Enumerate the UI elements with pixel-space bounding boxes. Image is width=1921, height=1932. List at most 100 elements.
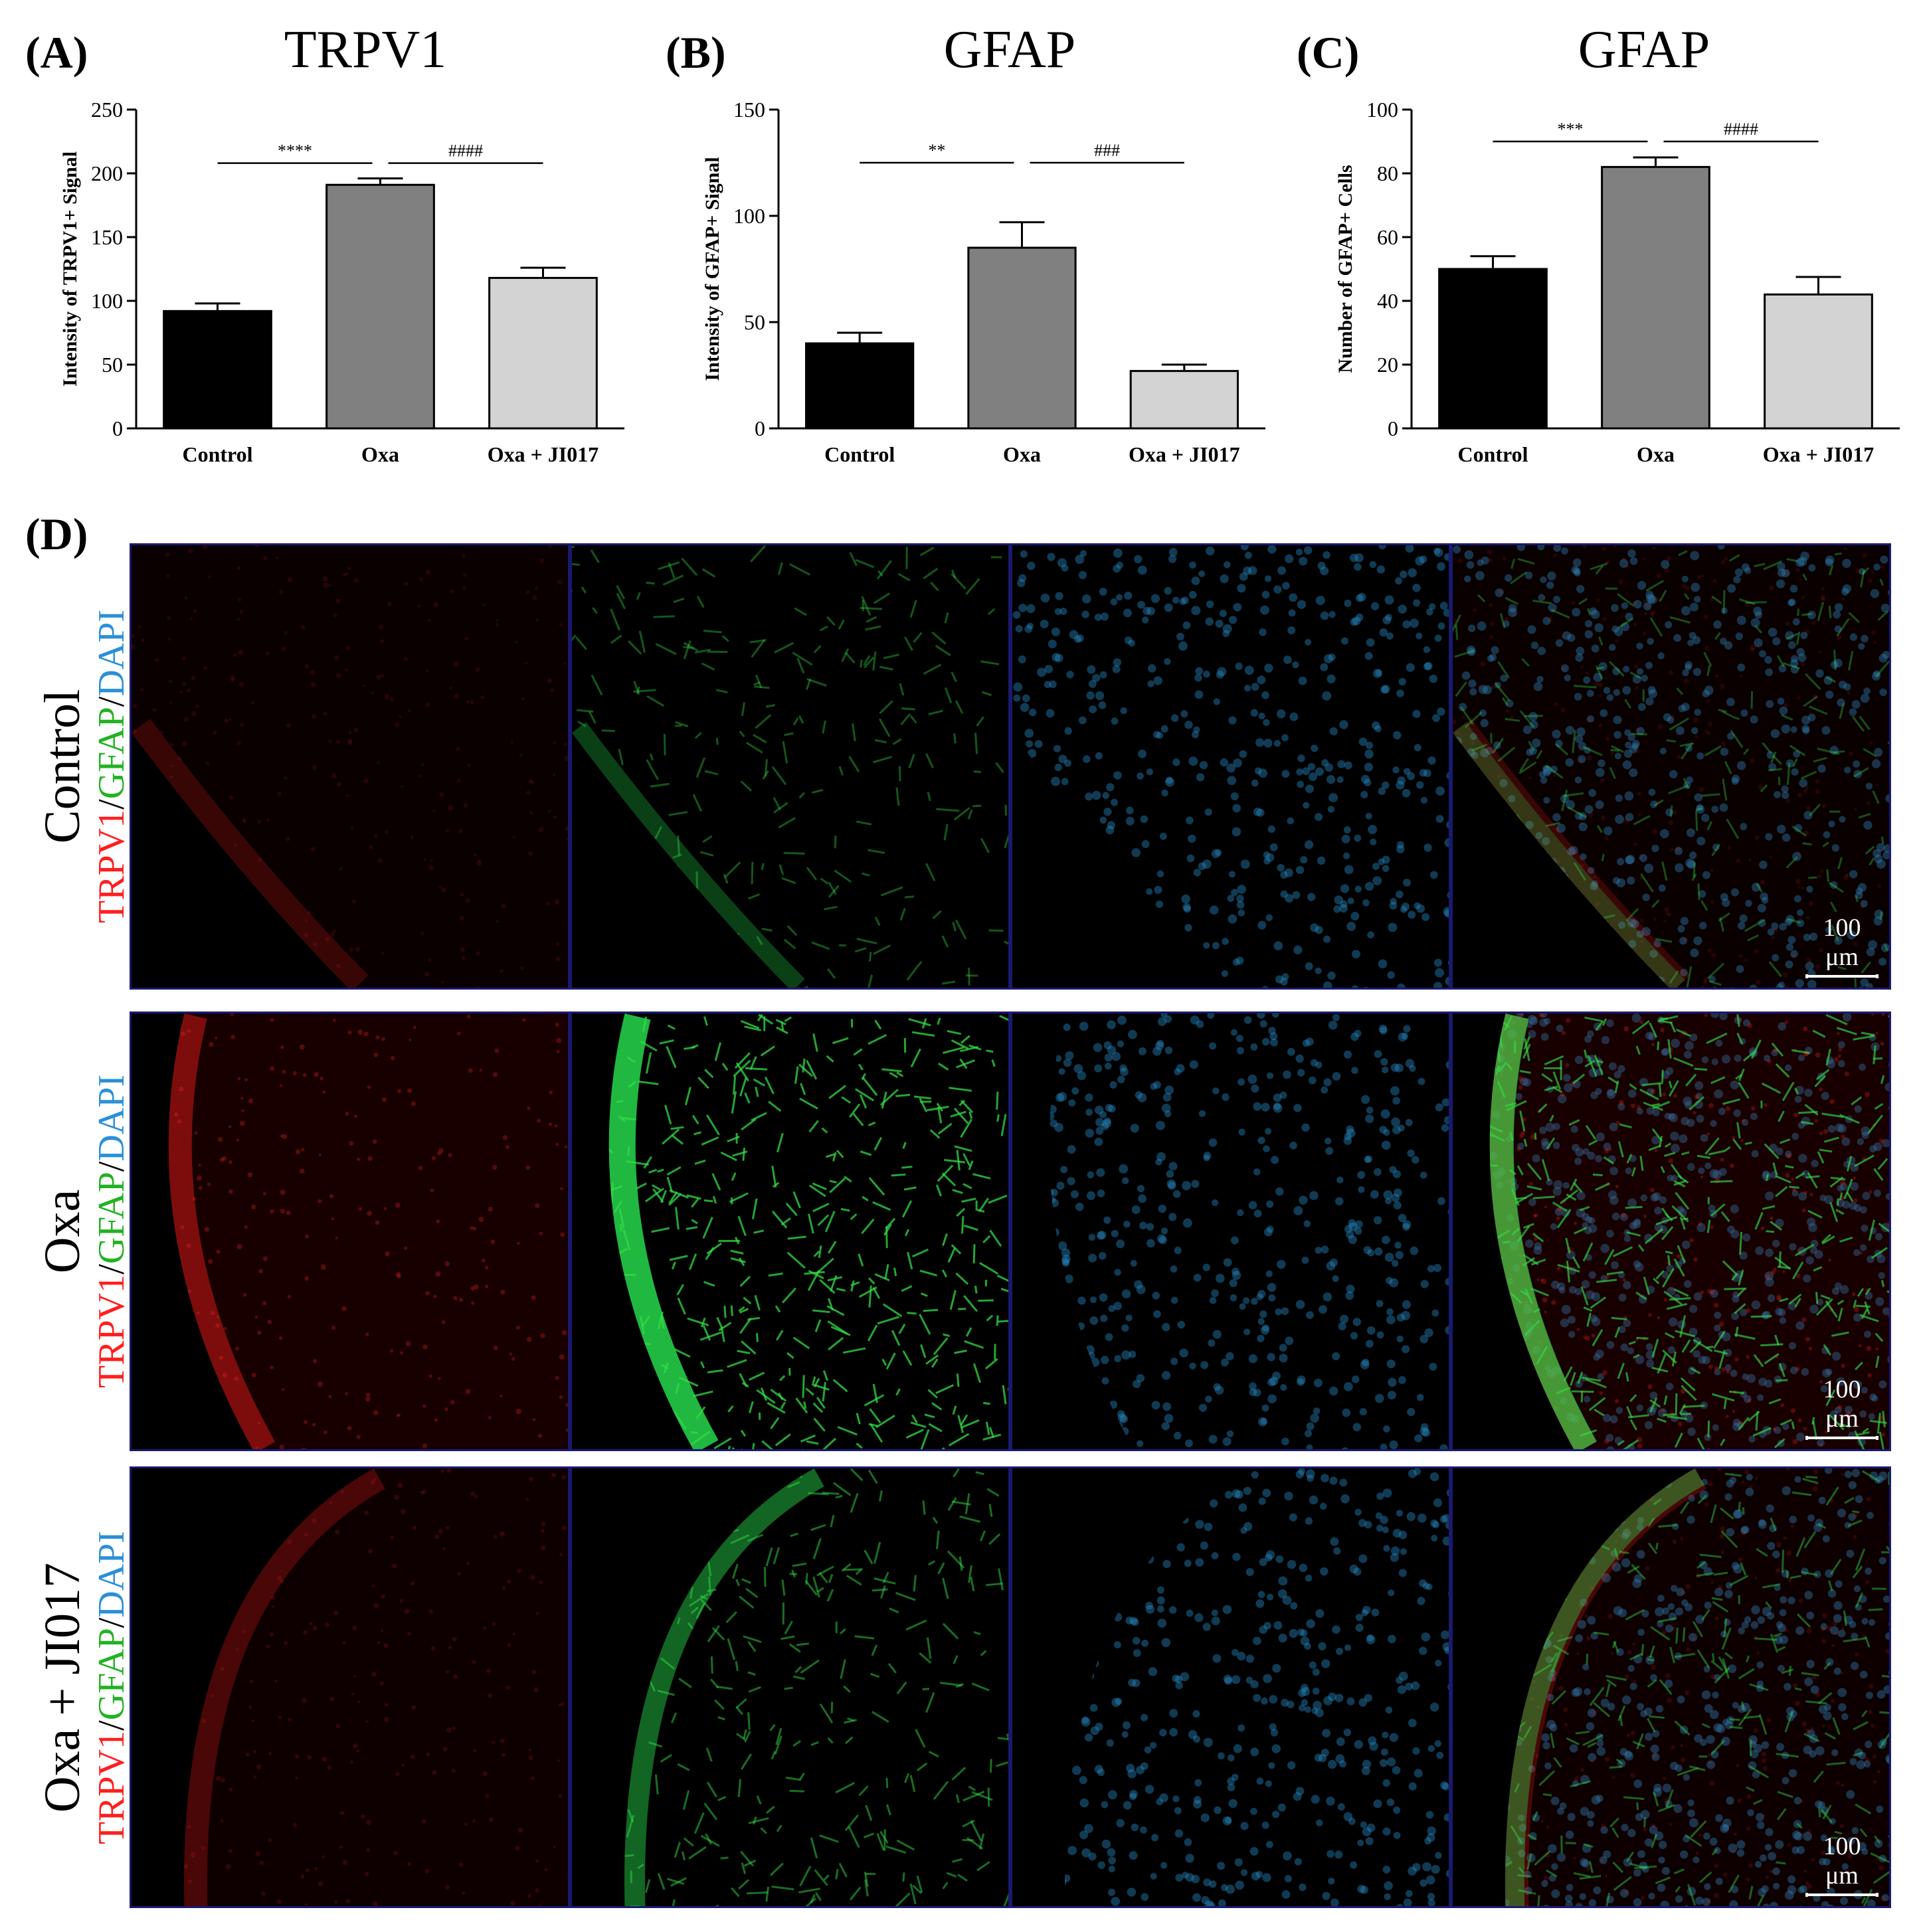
chart-title-gfap-cells: GFAP <box>1578 21 1710 79</box>
y-tick-label: 80 <box>1377 161 1398 185</box>
x-tick-label: Oxa <box>1637 442 1675 466</box>
x-tick-label: Oxa + JI017 <box>488 442 599 466</box>
scale-bar-label: 100 μm <box>1823 1832 1861 1889</box>
condition-label: Control <box>35 689 90 844</box>
micrograph-blue-signal <box>1064 1468 1449 1906</box>
stain-blue: DAPI <box>91 610 132 697</box>
bar-oxa-ji017 <box>1764 293 1873 430</box>
micrograph-oxa-merge: 100 μm <box>1451 1011 1891 1451</box>
micrograph-merge-signal <box>1453 545 1889 988</box>
stain-green: GFAP <box>91 707 132 800</box>
stain-legend: TRPV1/GFAP/DAPI <box>90 1531 133 1844</box>
stain-separator: / <box>91 1617 132 1628</box>
panel-label-a: (A) <box>25 27 88 78</box>
scale-bar-line <box>1805 1893 1878 1897</box>
x-tick-label: Oxa + JI017 <box>1129 442 1240 466</box>
chart-title-gfap-intensity: GFAP <box>943 21 1076 79</box>
stain-red: TRPV1 <box>91 1274 132 1388</box>
scale-bar: 100 μm <box>1805 1832 1878 1897</box>
significance-label: ** <box>928 141 945 160</box>
scale-bar: 100 μm <box>1805 913 1878 978</box>
micrograph-oxa-ji017-green <box>570 1466 1010 1908</box>
stain-separator: / <box>91 1264 132 1274</box>
micrograph-oxa-ji017-red <box>130 1466 570 1908</box>
scale-bar-label: 100 μm <box>1823 914 1861 971</box>
y-axis-label: Number of GFAP+ Cells <box>1334 165 1356 373</box>
micrograph-merge-signal <box>1489 1013 1889 1449</box>
micrograph-green-signal <box>572 545 1008 988</box>
micrograph-oxa-blue <box>1010 1011 1451 1451</box>
y-tick-label: 200 <box>91 161 123 185</box>
micrograph-control-merge: 100 μm <box>1451 543 1891 990</box>
axes: 0 50 100 150 200 250 Intensity of TRPV1+ Signa… <box>59 98 624 440</box>
y-tick-label: 60 <box>1377 225 1398 249</box>
y-axis-label: Intensity of GFAP+ Signal <box>701 157 723 381</box>
x-tick-label: Oxa <box>1003 442 1041 466</box>
scale-bar-line <box>1805 974 1878 978</box>
scale-bar: 100 μm <box>1805 1375 1878 1440</box>
stain-separator: / <box>91 1161 132 1172</box>
panel-label-b: (B) <box>666 27 726 78</box>
condition-label: Oxa + JI017 <box>35 1562 90 1812</box>
chart-title-trpv1: TRPV1 <box>284 21 447 79</box>
bar-control <box>805 342 915 430</box>
stain-separator: / <box>91 696 132 707</box>
x-tick-label: Oxa <box>361 442 399 466</box>
stain-blue: DAPI <box>91 1530 132 1618</box>
y-tick-label: 50 <box>744 310 765 334</box>
micrograph-merge-signal <box>1505 1468 1889 1906</box>
micrograph-oxa-ji017-blue <box>1010 1466 1451 1908</box>
bar-oxa-ji017 <box>1129 370 1239 430</box>
x-tick-label: Control <box>182 442 252 466</box>
significance-label: ### <box>1094 141 1120 160</box>
micrograph-red-signal <box>183 1468 568 1906</box>
stain-red: TRPV1 <box>91 1730 132 1844</box>
y-tick-label: 50 <box>102 353 123 377</box>
y-tick-label: 40 <box>1377 289 1398 313</box>
panel-label-d: (D) <box>25 509 88 559</box>
bar-chart-gfap-cell-count: 0 20 40 60 80 100 Number of GFAP+ Cells Control… <box>1334 98 1900 466</box>
micrograph-red-signal <box>132 545 568 988</box>
micrograph-oxa-ji017-merge: 100 μm <box>1451 1466 1891 1908</box>
condition-label: Oxa <box>35 1189 90 1274</box>
micrograph-blue-signal <box>1049 1013 1449 1449</box>
micrograph-oxa-green <box>570 1011 1010 1451</box>
micrograph-oxa-red <box>130 1011 570 1451</box>
significance-label: #### <box>448 141 483 161</box>
y-axis-label: Intensity of TRPV1+ Signal <box>59 151 81 387</box>
scale-bar-line <box>1805 1436 1878 1440</box>
y-tick-label: 0 <box>112 416 123 440</box>
micrograph-green-signal <box>624 1468 1008 1906</box>
y-tick-label: 0 <box>755 416 765 440</box>
micrograph-control-red <box>130 543 570 990</box>
stain-green: GFAP <box>91 1172 132 1265</box>
y-tick-label: 100 <box>91 289 123 313</box>
significance-label: #### <box>1724 120 1758 139</box>
bar-chart-gfap-intensity: 0 50 100 150 Intensity of GFAP+ Signal Contro… <box>701 98 1265 466</box>
micrograph-control-blue <box>1010 543 1451 990</box>
stain-legend: TRPV1/GFAP/DAPI <box>90 1075 133 1388</box>
y-tick-label: 100 <box>1366 98 1398 122</box>
significance-label: *** <box>1558 120 1584 139</box>
micrograph-blue-signal <box>1012 545 1449 988</box>
stain-red: TRPV1 <box>91 809 132 923</box>
scale-bar-label: 100 μm <box>1823 1375 1861 1433</box>
micrograph-red-signal <box>168 1013 568 1449</box>
significance-label: **** <box>278 141 312 161</box>
y-tick-label: 20 <box>1377 353 1398 377</box>
panel-label-c: (C) <box>1297 27 1360 78</box>
stain-separator: / <box>91 799 132 810</box>
stain-green: GFAP <box>91 1627 132 1720</box>
x-tick-label: Oxa + JI017 <box>1763 442 1875 466</box>
x-tick-label: Control <box>1457 442 1528 466</box>
y-tick-label: 150 <box>91 225 123 249</box>
y-tick-label: 100 <box>733 204 765 228</box>
stain-legend: TRPV1/GFAP/DAPI <box>90 610 133 923</box>
bar-oxa <box>967 246 1077 430</box>
bar-chart-trpv1-intensity: 0 50 100 150 200 250 Intensity of TRPV1+ Signa… <box>59 98 624 466</box>
stain-separator: / <box>91 1719 132 1731</box>
y-tick-label: 250 <box>91 98 123 122</box>
micrograph-control-green <box>570 543 1010 990</box>
y-tick-label: 0 <box>1388 416 1398 440</box>
bar-oxa <box>325 183 435 430</box>
